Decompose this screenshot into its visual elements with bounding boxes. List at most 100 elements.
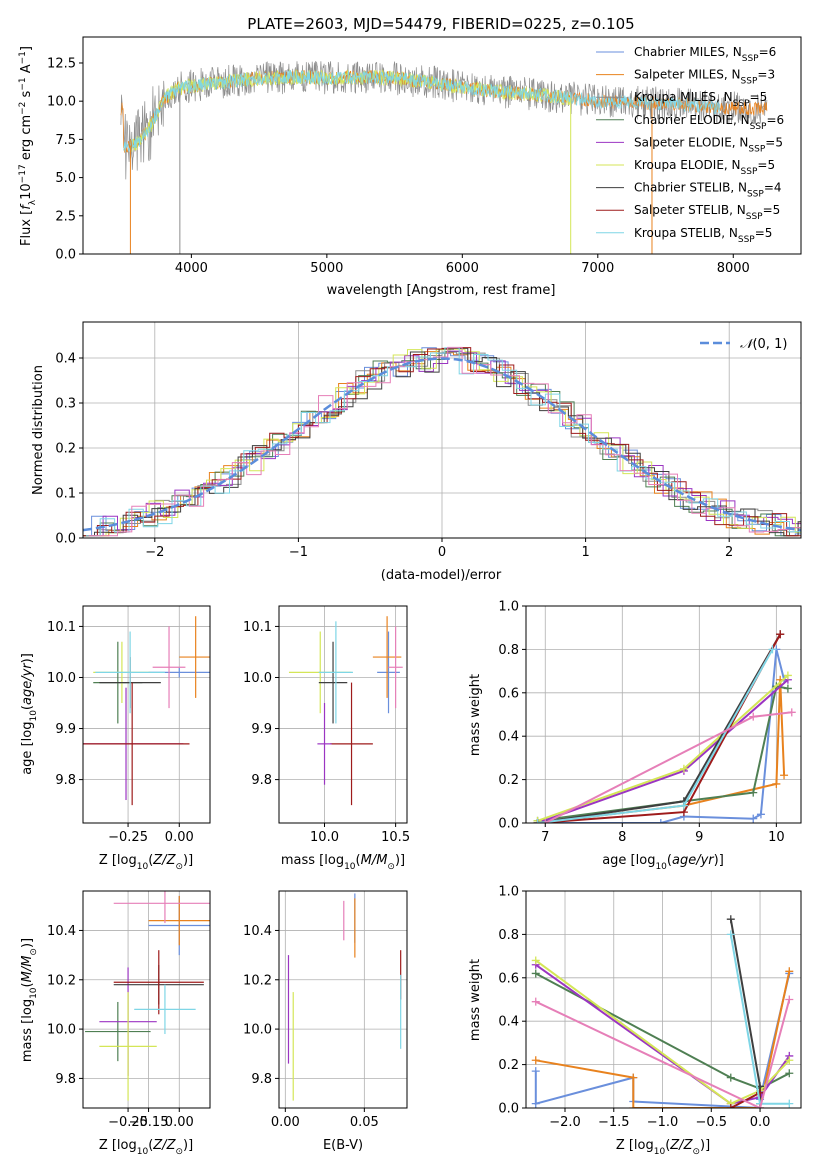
y-tick-label: 0.0 — [498, 1102, 519, 1117]
legend-entry: Chabrier ELODIE, NSSP=6 — [634, 113, 784, 132]
data-marker — [768, 645, 777, 654]
x-tick-label: 0.05 — [350, 1115, 379, 1130]
plot-area — [288, 616, 403, 806]
y-axis-label: Normed distribution — [31, 365, 46, 495]
x-tick-label: 2 — [725, 545, 733, 560]
axes-frame — [525, 890, 802, 1109]
plot-area — [287, 893, 402, 1101]
axes-age_vs_Z: −0.25 0.00 9.8 9.9 10.0 10.1 — [47, 605, 211, 845]
x-tick-label: 10.5 — [381, 830, 410, 845]
x-tick-label: −2 — [145, 545, 164, 560]
data-marker — [785, 995, 794, 1004]
y-tick-label: 10.1 — [47, 620, 76, 635]
y-tick-label: 12.5 — [47, 56, 76, 71]
data-marker — [679, 801, 688, 810]
y-tick-label: 0.6 — [498, 971, 519, 986]
x-axis-label: Z [log10(Z/Z⊙)] — [99, 853, 193, 872]
data-marker — [726, 1104, 735, 1108]
axes-massweight_vs_age: 7 8 9 10 0.0 0.2 0.4 0.6 0.8 1.0 — [498, 600, 802, 845]
plot-area — [83, 346, 801, 537]
y-tick-label: 10.4 — [243, 924, 272, 939]
data-marker — [780, 771, 789, 780]
normal-curve — [83, 357, 801, 532]
y-axis-label: age [log10(age/yr)] — [20, 653, 39, 775]
y-tick-label: 0.4 — [498, 730, 519, 745]
data-marker — [785, 1056, 794, 1065]
data-marker — [679, 764, 688, 773]
x-axis-label: Z [log10(Z/Z⊙)] — [616, 1138, 710, 1157]
data-marker — [749, 712, 758, 721]
plot-area — [120, 61, 768, 254]
series-salpeter_miles — [537, 679, 786, 823]
x-tick-label: −1 — [289, 545, 308, 560]
x-tick-label: 0.00 — [271, 1115, 300, 1130]
y-tick-label: 0.4 — [55, 352, 76, 367]
y-tick-label: 1.0 — [498, 600, 519, 615]
axes-massweight_vs_Z: −2.0 −1.5 −1.0 −0.5 0.0 0.0 0.2 0.4 0.6 0.8 1.0 — [498, 885, 802, 1130]
data-marker — [785, 1099, 794, 1108]
y-tick-label: 10.0 — [47, 1023, 76, 1038]
y-tick-label: 0.2 — [498, 1058, 519, 1073]
x-tick-label: 5000 — [310, 261, 343, 276]
series-chabrier_elodie — [535, 972, 790, 1090]
y-tick-label: 0.8 — [498, 643, 519, 658]
legend-entry: Chabrier STELIB, NSSP=4 — [634, 181, 782, 200]
axes-frame — [82, 890, 211, 1109]
data-marker — [776, 630, 785, 639]
y-tick-label: 0.2 — [498, 773, 519, 788]
y-tick-label: 2.5 — [55, 209, 76, 224]
data-marker — [756, 810, 765, 819]
legend-entry: Kroupa ELODIE, NSSP=5 — [634, 158, 775, 177]
axes-frame — [278, 605, 408, 824]
series-pink — [535, 999, 791, 1108]
y-tick-label: 9.9 — [251, 722, 272, 737]
y-tick-label: 0.0 — [55, 532, 76, 547]
data-marker — [726, 930, 735, 939]
x-tick-label: 10.0 — [310, 830, 339, 845]
histogram-kroupa_elodie — [83, 348, 801, 537]
y-tick-label: 1.0 — [498, 885, 519, 900]
data-marker — [726, 1073, 735, 1082]
x-tick-label: 7000 — [581, 261, 614, 276]
y-tick-label: 0.6 — [498, 686, 519, 701]
y-tick-label: 0.0 — [55, 248, 76, 263]
x-tick-label: 9 — [695, 830, 703, 845]
y-axis-label: Flux [fλ10−17 erg cm−2 s−1 A−1] — [18, 46, 38, 246]
y-tick-label: 0.3 — [55, 397, 76, 412]
series-salpeter_elodie — [537, 679, 789, 823]
y-axis-label: mass [log10(M/M⊙)] — [20, 938, 39, 1062]
y-tick-label: 7.5 — [55, 133, 76, 148]
data-marker — [749, 788, 758, 797]
axes-frame — [525, 605, 802, 824]
y-tick-label: 10.4 — [47, 924, 76, 939]
axes-residuals: −2 −1 0 1 2 0.0 0.1 0.2 0.3 0.4 𝒩(0, 1) — [55, 321, 802, 560]
y-tick-label: 10.0 — [243, 671, 272, 686]
x-axis-label: mass [log10(M/M⊙)] — [281, 853, 405, 872]
axes-mass_vs_Z: −0.25−0.150.00 9.8 10.0 10.2 10.4 — [47, 890, 211, 1130]
data-marker — [533, 819, 542, 823]
x-tick-label: 0.00 — [165, 1115, 194, 1130]
x-tick-label: 8 — [618, 830, 626, 845]
x-tick-label: 8000 — [717, 261, 750, 276]
y-tick-label: 0.8 — [498, 928, 519, 943]
y-tick-label: 9.8 — [251, 1072, 272, 1087]
legend-entry: Kroupa STELIB, NSSP=5 — [634, 226, 772, 245]
series-kroupa_elodie — [535, 959, 791, 1105]
x-tick-label: 0.0 — [750, 1115, 771, 1130]
legend-entry: Salpeter ELODIE, NSSP=5 — [634, 135, 783, 154]
legend-spectrum: Chabrier MILES, NSSP=6 Salpeter MILES, NS… — [596, 45, 784, 245]
x-axis-label: (data-model)/error — [381, 568, 502, 583]
spectrum-kroupa_stelib — [123, 69, 721, 153]
legend-entry: Salpeter MILES, NSSP=3 — [634, 68, 775, 87]
y-tick-label: 9.8 — [55, 773, 76, 788]
legend-entry: Salpeter STELIB, NSSP=5 — [634, 203, 780, 222]
data-marker — [656, 819, 665, 823]
y-axis-label: mass weight — [468, 674, 483, 756]
x-axis-label: E(B-V) — [323, 1138, 363, 1153]
y-tick-label: 0.2 — [55, 442, 76, 457]
histogram-chabrier_stelib — [83, 347, 801, 537]
series-chabrier_elodie — [537, 685, 789, 822]
series-salpeter_miles — [535, 971, 791, 1108]
x-tick-label: −0.5 — [695, 1115, 727, 1130]
